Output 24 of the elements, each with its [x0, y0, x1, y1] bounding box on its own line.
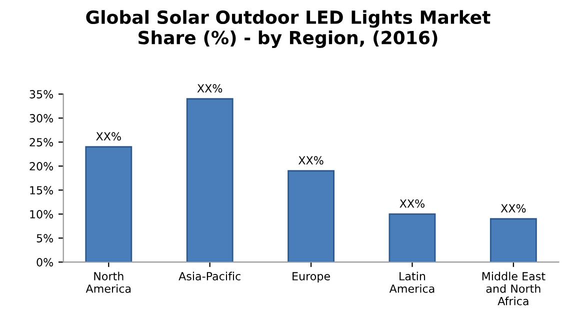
data-label: XX%: [197, 84, 222, 93]
bar: [85, 146, 132, 262]
chart-title: Global Solar Outdoor LED Lights Market Share (%) - by Region, (2016): [86, 10, 490, 48]
y-tick-label: 0%: [36, 258, 54, 266]
y-tick-label: 35%: [30, 90, 54, 98]
bar: [288, 170, 335, 262]
y-tick-label: 30%: [30, 114, 54, 122]
data-label: XX%: [400, 199, 425, 208]
x-tick-label: North America: [86, 272, 131, 293]
x-tick-label: Middle East and North Africa: [482, 272, 546, 306]
bar: [388, 213, 436, 262]
bar: [186, 98, 234, 262]
y-tick-label: 5%: [36, 234, 54, 242]
y-tick-label: 25%: [30, 138, 54, 146]
x-tick-label: Asia-Pacific: [178, 272, 240, 280]
data-label: XX%: [96, 132, 121, 141]
bar: [490, 218, 537, 262]
y-tick-label: 20%: [30, 162, 54, 170]
data-label: XX%: [298, 156, 324, 165]
y-tick-label: 10%: [30, 210, 54, 218]
x-tick-label: Latin America: [389, 272, 434, 293]
x-tick-label: Europe: [292, 272, 330, 283]
y-tick-label: 15%: [30, 186, 54, 194]
data-label: XX%: [500, 204, 526, 213]
